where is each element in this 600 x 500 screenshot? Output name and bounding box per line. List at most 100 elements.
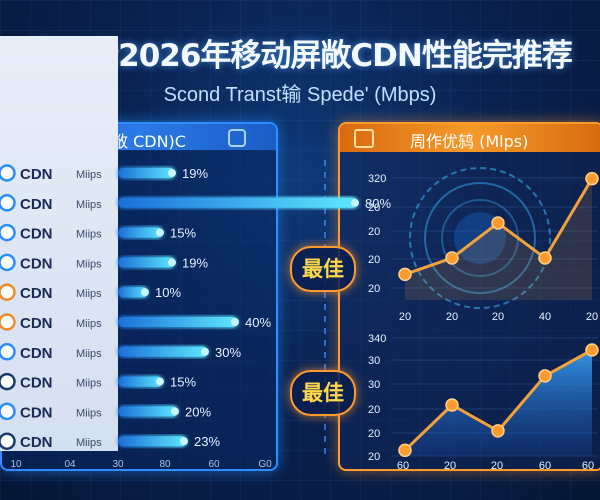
x-tick-label: 20: [586, 311, 598, 323]
radar-ring: [424, 182, 536, 294]
radar-ring: [409, 167, 551, 309]
bar: [118, 287, 148, 298]
bolt-icon: [0, 223, 16, 242]
y-tick-label: 340: [368, 333, 386, 345]
x-tick-label: 60: [397, 460, 409, 472]
unit-label: Miips: [76, 437, 102, 449]
bar-value-label: 19%: [182, 166, 208, 181]
data-point: [491, 216, 505, 230]
unit-label: Miips: [76, 258, 102, 270]
y-tick-label: 30: [368, 379, 380, 391]
shield-icon: [228, 129, 246, 147]
bar-value-label: 19%: [182, 255, 208, 270]
unit-label: Miips: [76, 288, 102, 300]
y-tick-label: 20: [368, 254, 380, 266]
cloud-icon: [0, 164, 16, 182]
swirl-icon: [0, 253, 16, 272]
bar: [118, 406, 178, 417]
x-tick-label: 60: [539, 460, 551, 472]
provider-label: CDN: [20, 255, 53, 272]
bar-value-label: 30%: [215, 345, 241, 360]
y-tick-label: 320: [368, 173, 386, 185]
unit-label: Miips: [76, 348, 102, 360]
x-tick-label: 10: [10, 459, 22, 470]
provider-label: CDN: [20, 315, 53, 332]
bar-end-dot: [141, 288, 149, 297]
y-tick-label: 20: [368, 283, 380, 295]
bar: [118, 197, 358, 208]
bar-end-dot: [351, 198, 359, 207]
bar-value-label: 80%: [365, 196, 391, 211]
line-area: [405, 178, 592, 300]
unit-label: Miips: [76, 169, 102, 181]
x-tick-label: 60: [208, 459, 220, 470]
x-tick-label: 80: [159, 459, 171, 470]
star-icon: [0, 372, 16, 391]
bar-end-dot: [168, 169, 176, 177]
x-tick-label: 20: [444, 460, 456, 472]
y-tick-label: 20: [368, 451, 380, 463]
y-tick-label: 20: [368, 428, 380, 440]
data-point: [538, 251, 552, 265]
x-tick-label: G0: [258, 459, 272, 470]
bar-value-label: 40%: [245, 315, 271, 330]
bar: [118, 168, 175, 178]
bar-end-dot: [156, 377, 164, 386]
x-tick-label: 20: [399, 311, 411, 323]
bar-end-dot: [156, 228, 164, 237]
wave-icon: [0, 343, 16, 361]
bar: [118, 257, 175, 268]
data-point: [398, 443, 412, 458]
best-badge-top: 最佳: [290, 246, 356, 292]
swirl-icon: [0, 432, 16, 450]
bar: [118, 376, 163, 387]
bar-value-label: 23%: [194, 434, 220, 449]
y-tick-label: 20: [368, 404, 380, 416]
bar: [118, 436, 187, 447]
divider-line: [324, 160, 326, 460]
x-tick-label: 60: [582, 460, 594, 472]
unit-label: Miips: [76, 318, 102, 330]
data-point: [491, 424, 505, 438]
bar-end-dot: [180, 437, 188, 446]
lock-icon: [354, 129, 374, 148]
page-subtitle: Scond Transt输 Spede' (Mbps): [163, 84, 437, 106]
data-point: [445, 251, 459, 265]
bar-value-label: 20%: [185, 404, 211, 419]
flower-icon: [0, 283, 16, 301]
provider-label: CDN: [20, 375, 53, 392]
right-panel-header: 周作优鸫 (Mlps): [340, 124, 600, 152]
bar: [118, 346, 208, 357]
bar-value-label: 15%: [170, 226, 196, 241]
x-tick-label: 30: [112, 459, 124, 470]
cloud-icon: [0, 194, 16, 212]
unit-label: Miips: [76, 407, 102, 419]
data-point: [445, 398, 459, 412]
globe-icon: [0, 402, 16, 421]
best-badge-bottom: 最佳: [290, 370, 356, 416]
bar: [118, 317, 238, 327]
y-tick-label: 20: [368, 202, 380, 214]
provider-label: CDN: [20, 434, 53, 451]
x-tick-label: 04: [64, 459, 76, 470]
bar-end-dot: [231, 318, 239, 326]
provider-label: CDN: [20, 196, 53, 213]
x-tick-label: 40: [539, 311, 551, 323]
data-point: [398, 267, 412, 282]
y-tick-label: 30: [368, 355, 380, 367]
provider-label: CDN: [20, 285, 53, 302]
page-title: 蔡鎹行2026年移动屏敞CDN性能完推荐: [28, 38, 573, 74]
unit-label: Miips: [76, 229, 102, 241]
provider-label: CDN: [20, 404, 53, 421]
x-tick-label: 20: [492, 311, 504, 323]
provider-label: CDN: [20, 226, 53, 243]
data-point: [585, 343, 599, 357]
x-tick-label: 20: [491, 460, 503, 472]
unit-label: Miips: [76, 199, 102, 211]
right-panel-title: 周作优鸫 (Mlps): [410, 132, 529, 151]
provider-label-column: [0, 36, 118, 451]
bar-value-label: 15%: [170, 375, 196, 390]
provider-label: CDN: [20, 345, 53, 362]
x-tick-label: 20: [446, 311, 458, 323]
